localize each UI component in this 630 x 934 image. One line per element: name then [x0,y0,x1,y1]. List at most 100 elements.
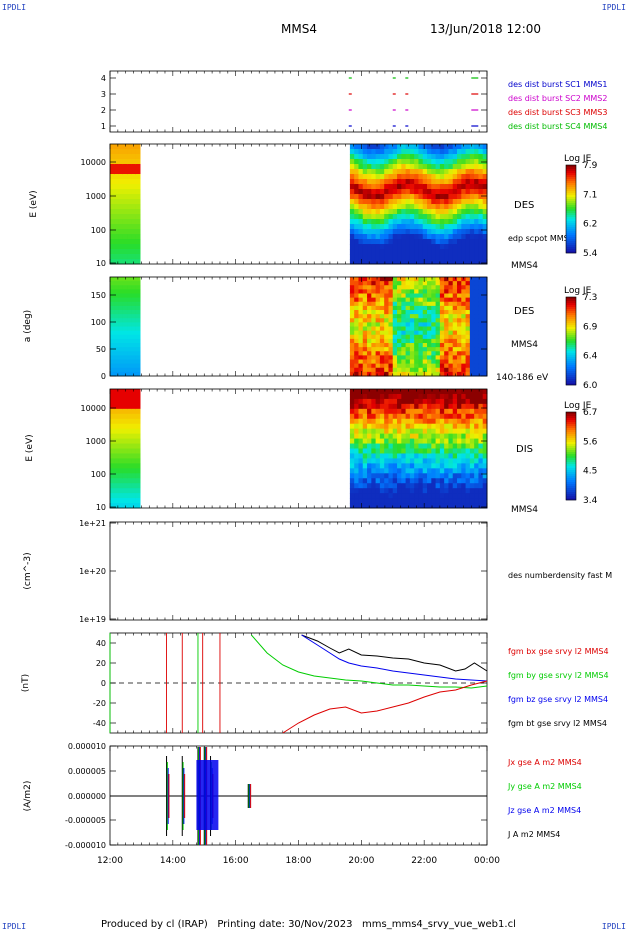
des-pitch-cell [388,347,394,352]
des-pitch-cell [362,314,368,319]
des-pitch-cell [392,334,398,340]
des-energy-colorbar-cell [566,203,576,206]
des-energy-cell [358,169,364,175]
des-pitch-cell [422,277,428,282]
des-pitch-ytick-label: 100 [91,318,106,327]
dis-energy-cell [379,418,385,425]
des-energy-colorbar-cell [566,249,576,252]
dis-energy-cell [452,443,458,449]
des-energy-cell [439,194,445,200]
dis-energy-cell [427,413,432,420]
des-energy-cell [379,229,385,235]
dis-energy-cell [392,478,398,484]
des-energy-cell [110,179,115,185]
dis-energy-cell [135,473,141,479]
dis-energy-cell [478,473,484,479]
des-pitch-cell [135,326,141,332]
dis-energy-cell [452,428,458,435]
des-pitch-cell [469,301,475,307]
dis-energy-cell [457,493,462,499]
dis-energy-colorbar-tick: 6.7 [583,408,597,418]
dis-energy-cell [414,423,419,430]
des-pitch-cell [444,363,449,369]
dis-energy-cell [384,498,389,504]
des-pitch-cell [482,310,488,315]
des-pitch-cell [131,351,137,356]
des-energy-cell [349,219,355,225]
des-energy-cell [452,144,458,150]
des-energy-cell [392,254,398,260]
des-energy-cell [367,174,372,180]
des-energy-cell [461,164,467,170]
dis-energy-cell [482,493,488,499]
dis-energy-cell [482,393,488,400]
des-pitch-cell [384,371,389,377]
des-energy-cell [439,239,445,245]
dis-energy-cell [384,438,389,445]
des-energy-cell [358,249,364,255]
dis-energy-cell [465,473,471,479]
des-energy-cell [422,169,428,175]
dis-energy-ytick-label: 10 [96,503,106,512]
des-pitch-colorbar-cell [566,375,576,378]
des-pitch-cell [401,330,407,336]
dis-energy-cell [401,473,407,479]
des-pitch-cell [469,363,475,369]
dis-energy-cell [414,473,419,479]
des-energy-cell [469,224,475,230]
des-pitch-cell [397,343,402,348]
dis-energy-cell [367,488,372,494]
dis-energy-cell [469,463,475,469]
des-energy-cell [392,219,398,225]
des-energy-cell [375,204,381,210]
des-energy-cell [448,234,454,240]
dis-energy-cell [388,393,394,400]
dis-energy-cell [405,389,411,395]
des-energy-cell [427,169,432,175]
des-energy-cell [409,184,415,190]
des-pitch-cell [478,363,484,369]
dis-energy-cell [409,443,415,449]
des-pitch-cell [401,285,407,290]
des-energy-cell [474,239,479,245]
des-energy-cell [431,154,437,160]
des-energy-cell [465,204,471,210]
des-pitch-cell [135,330,141,336]
des-pitch-cell [414,297,419,303]
des-pitch-cell [371,318,377,323]
density-ytick-label: 1e+19 [79,615,106,624]
dis-energy-colorbar-cell [566,428,576,431]
des-energy-cell [122,154,128,160]
des-energy-cell [397,184,402,190]
dis-energy-cell [362,443,368,449]
des-energy-cell [127,194,132,200]
dis-energy-cell [131,403,137,410]
dis-energy-cell [422,458,428,464]
des-energy-cell [388,204,394,210]
dis-energy-cell [354,428,359,435]
dis-energy-colorbar-frame [565,411,577,501]
des-pitch-cell [392,326,398,332]
corner-label-bl: IPDLI [2,922,27,931]
des-pitch-colorbar-tick: 6.9 [583,322,598,332]
des-energy-cell [474,209,479,215]
dis-energy-cell [469,428,475,435]
des-pitch-cell [371,359,377,365]
des-pitch-cell [354,330,359,336]
des-energy-cell [367,169,372,175]
des-pitch-cell [439,330,445,336]
des-energy-cell [384,144,389,150]
dis-energy-cell [349,488,355,494]
des-pitch-cell [465,305,471,311]
des-pitch-cell [367,351,372,356]
des-energy-cell [362,249,368,255]
des-energy-cell [114,199,120,205]
des-energy-cell [122,174,128,180]
dis-energy-cell [375,438,381,445]
des-pitch-cell [474,330,479,336]
dis-energy-cell [448,423,454,430]
des-energy-cell [358,159,364,165]
dis-energy-cell [469,488,475,494]
des-energy-cell [371,179,377,185]
des-energy-cell [409,174,415,180]
